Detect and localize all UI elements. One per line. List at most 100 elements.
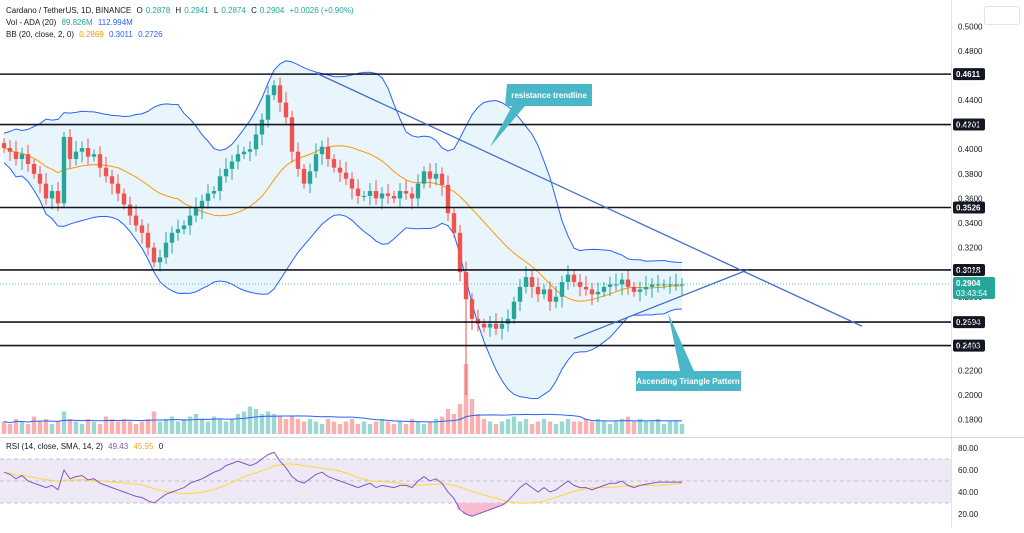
candle-body[interactable] [595,291,601,295]
candle-body[interactable] [547,289,553,302]
candle-body[interactable] [139,225,145,233]
candle-body[interactable] [241,151,247,155]
candle-body[interactable] [529,277,535,287]
candle-body[interactable] [571,274,577,283]
candle-body[interactable] [283,102,289,118]
candle-body[interactable] [619,279,625,285]
candle-body[interactable] [229,161,235,169]
candle-body[interactable] [409,193,415,199]
candle-body[interactable] [325,146,331,160]
candle-body[interactable] [397,191,403,199]
candle-body[interactable] [535,286,541,295]
candle-body[interactable] [253,134,259,150]
legend-bb-label[interactable]: BB (20, close, 2, 0) [6,30,75,39]
legend-volume-label[interactable]: Vol - ADA (20) [6,18,57,27]
candle-body[interactable] [655,284,661,286]
candle-body[interactable] [121,193,127,205]
candle-body[interactable] [43,183,49,199]
candle-body[interactable] [205,193,211,201]
candle-body[interactable] [79,148,85,152]
candle-body[interactable] [175,229,181,233]
candle-body[interactable] [601,286,607,292]
candle-body[interactable] [565,274,571,283]
candle-body[interactable] [607,284,613,287]
candle-body[interactable] [559,282,565,297]
candle-body[interactable] [487,323,493,328]
candle-body[interactable] [661,284,667,286]
candle-body[interactable] [133,215,139,226]
candle-body[interactable] [637,289,643,292]
candle-body[interactable] [631,286,637,292]
candle-body[interactable] [61,136,67,204]
candle-body[interactable] [157,257,163,263]
candle-body[interactable] [97,154,103,168]
candle-body[interactable] [583,286,589,290]
candle-body[interactable] [7,148,13,152]
candle-body[interactable] [523,277,529,287]
candle-body[interactable] [31,163,37,174]
candle-body[interactable] [391,195,397,199]
callout-resistance[interactable] [490,84,592,147]
candle-body[interactable] [169,232,175,243]
candle-body[interactable] [109,176,115,184]
candle-body[interactable] [415,183,421,199]
candle-body[interactable] [379,193,385,199]
candle-body[interactable] [331,159,337,168]
candle-body[interactable] [499,323,505,329]
candle-body[interactable] [259,119,265,135]
candle-body[interactable] [589,289,595,295]
candle-body[interactable] [337,167,343,173]
candle-body[interactable] [541,289,547,295]
candle-body[interactable] [301,168,307,184]
candle-body[interactable] [277,85,283,103]
candle-body[interactable] [511,301,517,319]
candle-body[interactable] [115,183,121,194]
candle-body[interactable] [163,242,169,258]
candle-body[interactable] [13,151,19,160]
candle-body[interactable] [103,167,109,177]
candle-body[interactable] [199,200,205,209]
candle-body[interactable] [553,296,559,302]
candle-body[interactable] [667,284,673,286]
candle-body[interactable] [493,323,499,329]
candle-body[interactable] [577,282,583,287]
candle-body[interactable] [343,172,349,179]
candle-body[interactable] [517,286,523,302]
candle-body[interactable] [151,247,157,263]
candle-body[interactable] [451,213,457,233]
chart-settings-button[interactable] [984,6,1020,25]
candle-body[interactable] [313,154,319,172]
candle-body[interactable] [289,117,295,152]
candle-body[interactable] [481,323,487,328]
candle-body[interactable] [457,232,463,273]
candle-body[interactable] [427,171,433,179]
candle-body[interactable] [295,151,301,169]
candle-body[interactable] [679,284,685,286]
candle-body[interactable] [613,284,619,286]
callout-triangle[interactable] [636,313,741,391]
candle-body[interactable] [649,284,655,287]
candle-body[interactable] [265,95,271,120]
candle-body[interactable] [385,193,391,196]
candle-body[interactable] [367,191,373,196]
candle-body[interactable] [643,286,649,290]
candle-body[interactable] [433,173,439,179]
candle-body[interactable] [625,279,631,287]
candle-body[interactable] [373,191,379,199]
candle-body[interactable] [217,176,223,192]
candle-body[interactable] [1,143,7,149]
candle-body[interactable] [187,215,193,226]
candle-body[interactable] [673,284,679,286]
legend-rsi-label[interactable]: RSI (14, close, SMA, 14, 2) [6,442,103,451]
legend-symbol[interactable]: Cardano / TetherUS, 1D, BINANCE [6,6,132,15]
candle-body[interactable] [145,232,151,248]
candle-body[interactable] [355,188,361,196]
candle-body[interactable] [25,154,31,164]
candle-body[interactable] [361,195,367,197]
candle-body[interactable] [445,184,451,214]
candle-body[interactable] [19,154,25,160]
candle-body[interactable] [55,191,61,204]
candle-body[interactable] [247,149,253,152]
candle-body[interactable] [181,225,187,230]
candle-body[interactable] [319,146,325,155]
